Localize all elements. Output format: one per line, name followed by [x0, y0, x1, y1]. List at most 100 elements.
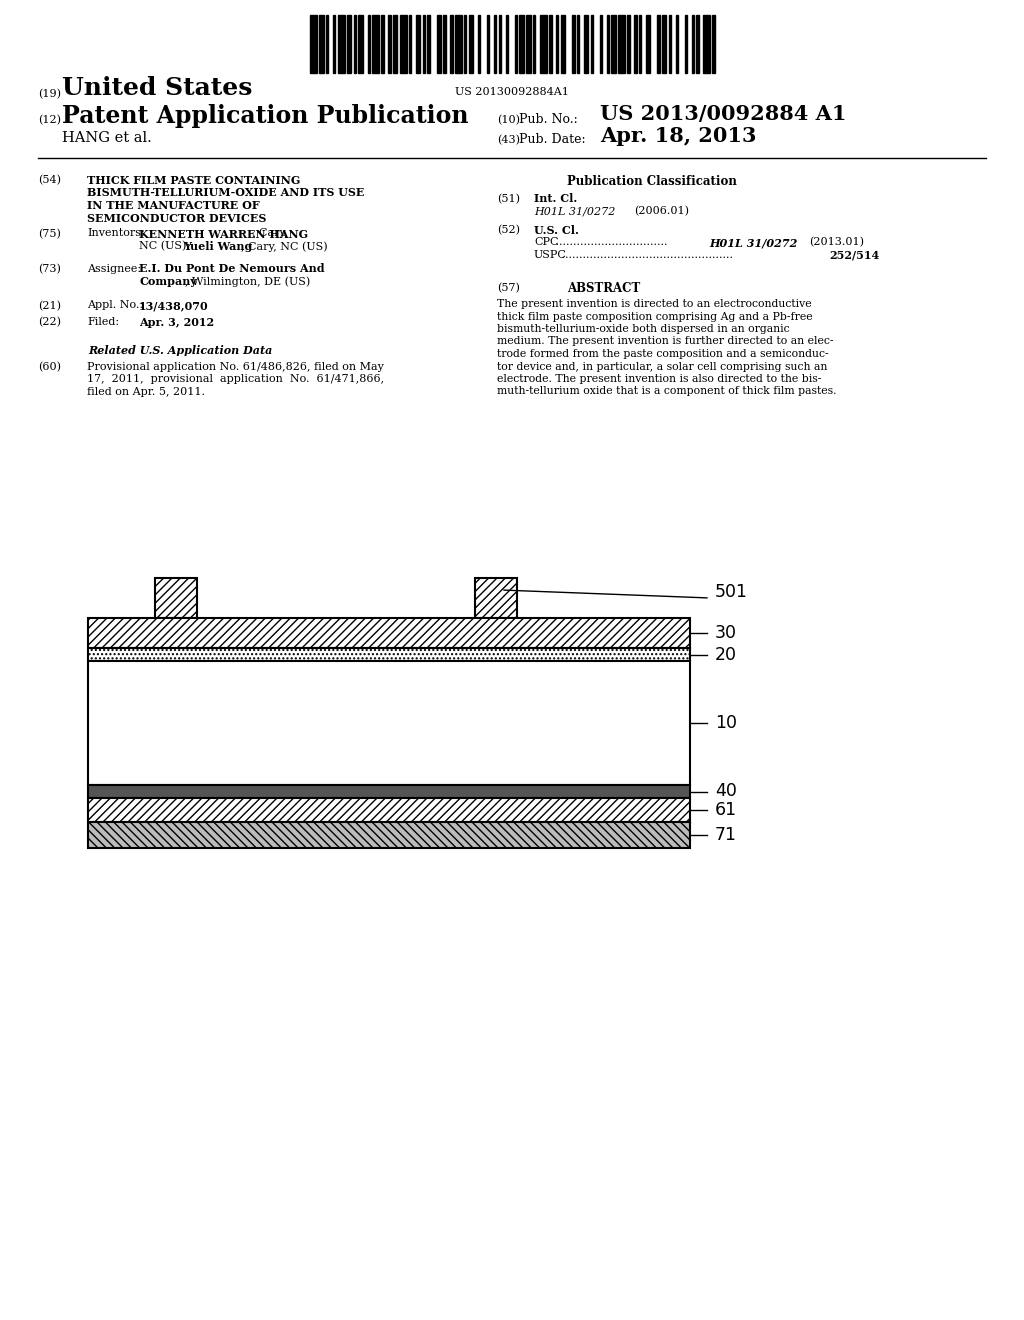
Bar	[358, 15, 362, 73]
Text: U.S. Cl.: U.S. Cl.	[534, 224, 579, 235]
Bar	[515, 15, 517, 73]
Text: US 2013/0092884 A1: US 2013/0092884 A1	[600, 104, 847, 124]
Text: medium. The present invention is further directed to an elec-: medium. The present invention is further…	[497, 337, 834, 346]
Text: Related U.S. Application Data: Related U.S. Application Data	[88, 346, 272, 356]
Bar	[628, 15, 630, 73]
Text: Filed:: Filed:	[87, 317, 119, 327]
Text: Assignee:: Assignee:	[87, 264, 141, 273]
Text: Apr. 3, 2012: Apr. 3, 2012	[139, 317, 214, 327]
Bar	[88, 785, 690, 799]
Bar	[494, 15, 497, 73]
Bar	[611, 15, 615, 73]
Bar	[155, 578, 197, 618]
Bar	[618, 15, 625, 73]
Bar	[388, 15, 390, 73]
Text: SEMICONDUCTOR DEVICES: SEMICONDUCTOR DEVICES	[87, 213, 266, 223]
Bar	[319, 15, 324, 73]
Bar	[669, 15, 671, 73]
Text: 20: 20	[715, 645, 737, 664]
Text: Pub. No.:: Pub. No.:	[519, 114, 578, 125]
Bar	[423, 15, 425, 73]
Bar	[662, 15, 667, 73]
Text: Int. Cl.: Int. Cl.	[534, 194, 578, 205]
Bar	[416, 15, 421, 73]
Text: E.I. Du Pont De Nemours And: E.I. Du Pont De Nemours And	[139, 264, 325, 275]
Text: Appl. No.:: Appl. No.:	[87, 301, 143, 310]
Bar	[703, 15, 711, 73]
Bar	[310, 15, 316, 73]
Text: 71: 71	[715, 826, 737, 843]
Bar	[88, 618, 690, 648]
Text: NC (US);: NC (US);	[139, 242, 190, 251]
Text: Yueli Wang: Yueli Wang	[183, 242, 252, 252]
Bar	[333, 15, 335, 73]
Text: , Cary, NC (US): , Cary, NC (US)	[241, 242, 328, 252]
Bar	[556, 15, 558, 73]
Text: KENNETH WARREN HANG: KENNETH WARREN HANG	[139, 228, 308, 239]
Bar	[443, 15, 445, 73]
Text: (60): (60)	[38, 362, 61, 372]
Text: , Wilmington, DE (US): , Wilmington, DE (US)	[185, 276, 310, 286]
Bar	[646, 15, 650, 73]
Bar	[381, 15, 384, 73]
Text: (43): (43)	[497, 135, 520, 145]
Text: (57): (57)	[497, 282, 520, 293]
Text: 17,  2011,  provisional  application  No.  61/471,866,: 17, 2011, provisional application No. 61…	[87, 375, 384, 384]
Bar	[540, 15, 547, 73]
Bar	[600, 15, 602, 73]
Text: CPC: CPC	[534, 238, 558, 247]
Text: (19): (19)	[38, 88, 61, 99]
Text: ABSTRACT: ABSTRACT	[567, 282, 640, 296]
Text: Pub. Date:: Pub. Date:	[519, 133, 586, 147]
Text: Apr. 18, 2013: Apr. 18, 2013	[600, 125, 757, 147]
Bar	[639, 15, 641, 73]
Bar	[692, 15, 694, 73]
Bar	[436, 15, 441, 73]
Text: ................................: ................................	[552, 238, 668, 247]
Text: Publication Classification: Publication Classification	[567, 176, 737, 187]
Text: 501: 501	[715, 583, 748, 601]
Bar	[88, 661, 690, 785]
Text: bismuth-tellurium-oxide both dispersed in an organic: bismuth-tellurium-oxide both dispersed i…	[497, 323, 790, 334]
Text: THICK FILM PASTE CONTAINING: THICK FILM PASTE CONTAINING	[87, 176, 300, 186]
Text: (2006.01): (2006.01)	[634, 206, 689, 216]
Bar	[591, 15, 593, 73]
Text: , Cary,: , Cary,	[252, 228, 288, 239]
Bar	[634, 15, 637, 73]
Bar	[499, 15, 501, 73]
Text: 30: 30	[715, 624, 737, 642]
Text: USPC: USPC	[534, 249, 567, 260]
Text: electrode. The present invention is also directed to the bis-: electrode. The present invention is also…	[497, 374, 821, 384]
Text: (2013.01): (2013.01)	[809, 238, 864, 247]
Text: H01L 31/0272: H01L 31/0272	[709, 238, 798, 248]
Bar	[372, 15, 379, 73]
Bar	[676, 15, 678, 73]
Text: BISMUTH-TELLURIUM-OXIDE AND ITS USE: BISMUTH-TELLURIUM-OXIDE AND ITS USE	[87, 187, 365, 198]
Bar	[393, 15, 397, 73]
Text: (52): (52)	[497, 224, 520, 235]
Text: .................................................: ........................................…	[558, 249, 733, 260]
Bar	[88, 648, 690, 661]
Bar	[606, 15, 609, 73]
Text: filed on Apr. 5, 2011.: filed on Apr. 5, 2011.	[87, 387, 205, 397]
Bar	[561, 15, 565, 73]
Text: 61: 61	[715, 801, 737, 818]
Text: (75): (75)	[38, 228, 60, 239]
Bar	[713, 15, 715, 73]
Bar	[368, 15, 370, 73]
Text: (73): (73)	[38, 264, 60, 273]
Bar	[696, 15, 698, 73]
Bar	[464, 15, 466, 73]
Bar	[534, 15, 536, 73]
Text: 40: 40	[715, 783, 737, 800]
Bar	[88, 799, 690, 822]
Bar	[347, 15, 351, 73]
Text: Provisional application No. 61/486,826, filed on May: Provisional application No. 61/486,826, …	[87, 362, 384, 372]
Text: 13/438,070: 13/438,070	[139, 301, 209, 312]
Bar	[409, 15, 412, 73]
Bar	[326, 15, 329, 73]
Text: 252/514: 252/514	[829, 249, 880, 260]
Text: H01L 31/0272: H01L 31/0272	[534, 206, 615, 216]
Bar	[526, 15, 530, 73]
Text: thick film paste composition comprising Ag and a Pb-free: thick film paste composition comprising …	[497, 312, 813, 322]
